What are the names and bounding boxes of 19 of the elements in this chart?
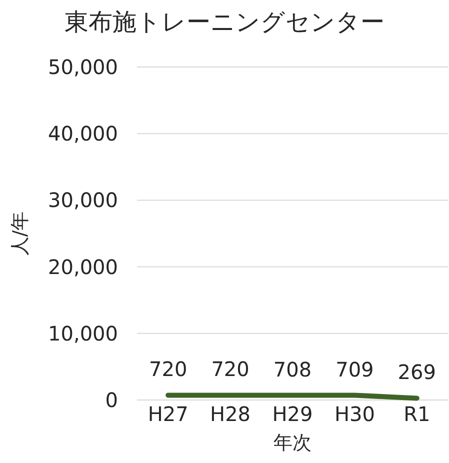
x-axis-title: 年次 bbox=[274, 432, 312, 454]
data-label: 720 bbox=[149, 357, 188, 382]
y-tick-label: 10,000 bbox=[48, 321, 118, 346]
x-tick-label: H29 bbox=[272, 402, 313, 426]
y-tick-label: 50,000 bbox=[48, 55, 118, 79]
chart-title: 東布施トレーニングセンター bbox=[64, 8, 384, 36]
data-label: 720 bbox=[211, 357, 250, 382]
y-axis-title: 人/年 bbox=[9, 211, 31, 256]
x-tick-label: H27 bbox=[148, 402, 188, 426]
data-label: 708 bbox=[273, 357, 312, 382]
data-label: 269 bbox=[398, 360, 436, 384]
y-tick-label: 30,000 bbox=[48, 188, 118, 212]
x-tick-label: H30 bbox=[334, 402, 375, 426]
y-tick-label: 20,000 bbox=[48, 254, 118, 279]
y-tick-label: 0 bbox=[105, 388, 118, 412]
data-label: 709 bbox=[336, 357, 374, 382]
y-tick-label: 40,000 bbox=[48, 122, 118, 146]
x-tick-label: R1 bbox=[404, 402, 430, 426]
x-tick-label: H28 bbox=[210, 402, 251, 426]
